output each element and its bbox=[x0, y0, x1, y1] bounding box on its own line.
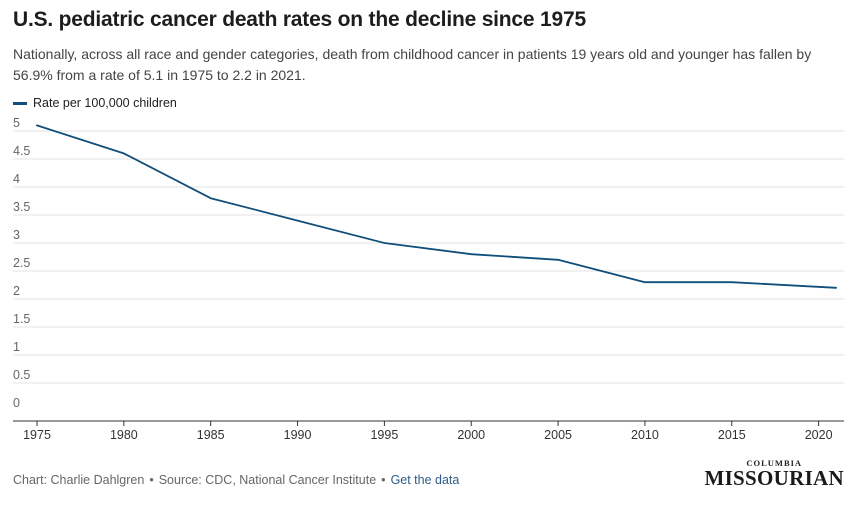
data-point bbox=[557, 259, 559, 261]
y-tick-label: 2 bbox=[13, 284, 20, 298]
footer-separator: • bbox=[149, 473, 154, 487]
columbia-missourian-logo: COLUMBIA MISSOURIAN bbox=[704, 459, 844, 489]
y-tick-label: 0 bbox=[13, 396, 20, 410]
chart-credit: Chart: Charlie Dahlgren bbox=[13, 473, 145, 487]
data-point bbox=[835, 287, 837, 289]
series-line bbox=[36, 124, 837, 289]
data-point bbox=[383, 242, 386, 244]
data-point bbox=[296, 219, 299, 222]
x-tick-label: 1990 bbox=[284, 428, 312, 442]
y-tick-label: 3.5 bbox=[13, 200, 30, 214]
get-the-data-link[interactable]: Get the data bbox=[390, 473, 460, 487]
y-tick-label: 1 bbox=[13, 340, 20, 354]
x-tick-label: 2005 bbox=[544, 428, 572, 442]
y-tick-label: 4.5 bbox=[13, 144, 30, 158]
chart-title: U.S. pediatric cancer death rates on the… bbox=[13, 8, 586, 31]
footer-separator: • bbox=[381, 473, 386, 487]
y-tick-label: 1.5 bbox=[13, 312, 30, 326]
y-tick-label: 2.5 bbox=[13, 256, 30, 270]
legend-swatch bbox=[13, 101, 27, 105]
source-credit: Source: CDC, National Cancer Institute bbox=[158, 473, 377, 487]
x-tick-label: 1980 bbox=[110, 428, 138, 442]
x-tick-label: 1985 bbox=[197, 428, 225, 442]
x-tick-label: 1975 bbox=[23, 428, 51, 442]
data-point bbox=[730, 281, 733, 284]
data-point bbox=[123, 152, 125, 155]
data-point bbox=[36, 124, 38, 127]
chart-subtitle: Nationally, across all race and gender c… bbox=[13, 46, 812, 83]
legend-label: Rate per 100,000 children bbox=[33, 96, 177, 110]
x-tick-label: 2000 bbox=[457, 428, 485, 442]
logo-top-text: COLUMBIA bbox=[746, 458, 803, 468]
data-point bbox=[470, 253, 473, 255]
y-tick-label: 4 bbox=[13, 172, 20, 186]
x-tick-label: 2020 bbox=[805, 428, 833, 442]
data-point bbox=[209, 197, 212, 199]
y-tick-label: 5 bbox=[13, 116, 20, 130]
logo-main-text: MISSOURIAN bbox=[704, 466, 844, 490]
y-tick-label: 3 bbox=[13, 228, 20, 242]
footer: Chart: Charlie Dahlgren • Source: CDC, Nat… bbox=[13, 473, 459, 487]
x-tick-label: 2015 bbox=[718, 428, 746, 442]
x-tick-label: 1995 bbox=[370, 428, 398, 442]
y-tick-label: 0.5 bbox=[13, 368, 30, 382]
data-point bbox=[644, 281, 646, 284]
legend: Rate per 100,000 children bbox=[13, 96, 177, 110]
x-tick-label: 2010 bbox=[631, 428, 659, 442]
